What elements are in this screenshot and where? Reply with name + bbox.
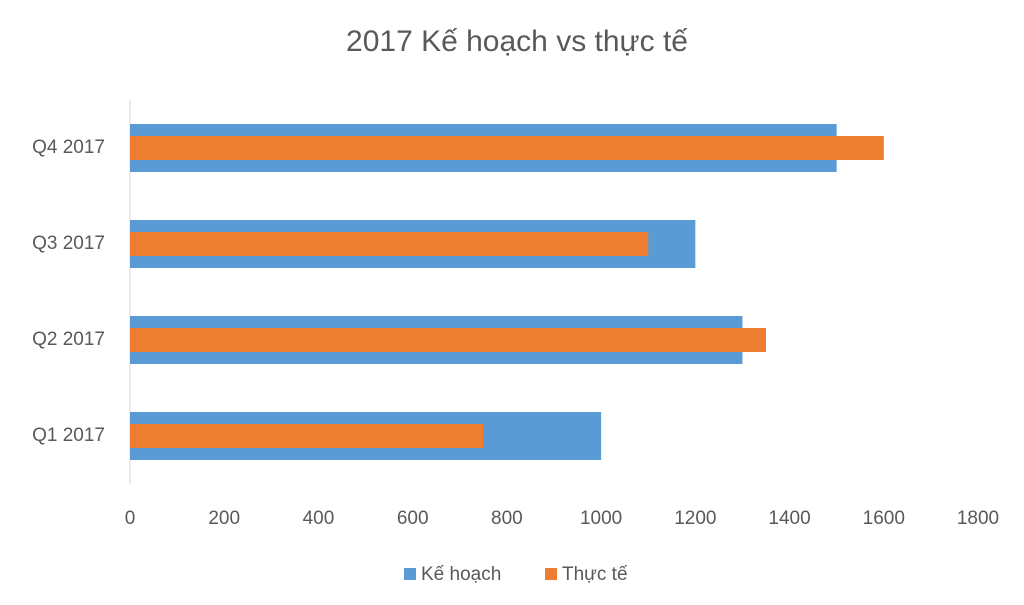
x-tick-label: 1800 (957, 508, 999, 529)
y-tick-label: Q1 2017 (32, 425, 105, 446)
x-tick-label: 200 (208, 508, 240, 529)
x-tick-label: 600 (397, 508, 429, 529)
x-tick-label: 1600 (863, 508, 905, 529)
x-tick-label: 1200 (674, 508, 716, 529)
chart-title: 2017 Kế hoạch vs thực tế (346, 25, 688, 58)
legend-label: Thực tế (562, 564, 628, 585)
x-tick-label: 1400 (768, 508, 810, 529)
bar (130, 424, 484, 448)
x-tick-label: 1000 (580, 508, 622, 529)
y-tick-label: Q4 2017 (32, 137, 105, 158)
bar (130, 232, 649, 256)
legend-swatch (404, 568, 416, 580)
bar (130, 328, 766, 352)
x-tick-label: 400 (303, 508, 335, 529)
legend-swatch (545, 568, 557, 580)
y-tick-label: Q2 2017 (32, 329, 105, 350)
y-tick-label: Q3 2017 (32, 233, 105, 254)
legend-label: Kế hoạch (421, 564, 501, 585)
x-tick-label: 800 (491, 508, 523, 529)
x-tick-label: 0 (125, 508, 136, 529)
bar (130, 136, 884, 160)
